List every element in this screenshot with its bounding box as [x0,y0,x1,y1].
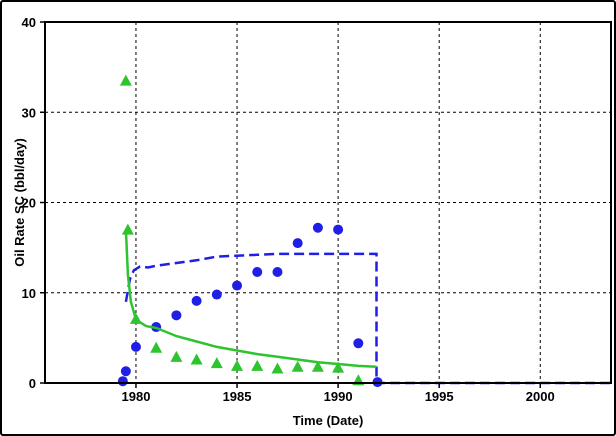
y-tick-label: 0 [29,376,36,391]
green-triangle-point [210,357,223,369]
green-triangle-point [291,360,304,372]
blue-circle-point [312,222,323,233]
x-tick-label: 2000 [526,389,555,404]
blue-circle-point [272,266,283,277]
green-triangle-point [231,359,244,371]
blue-circle-point [117,376,128,387]
green-triangle-point [332,361,345,373]
x-tick-label: 1995 [425,389,454,404]
blue-circle-point [353,338,364,349]
grid-lines [45,22,611,383]
x-tick-label: 1985 [223,389,252,404]
green-triangle-point [190,353,203,365]
x-tick-label: 1980 [122,389,151,404]
green-triangle-point [251,359,264,371]
y-tick-label: 40 [22,15,36,30]
green-triangle-point [271,362,284,374]
blue-circle-point [130,341,141,352]
green-solid-series-line [124,229,377,369]
green-triangle-point [150,341,163,353]
blue-circle-point [120,366,131,377]
y-tick-label: 30 [22,105,36,120]
blue-circle-point [191,295,202,306]
green-triangle-point [129,312,142,324]
axis-ticks: 1980 1985 1990 1995 2000 0 10 20 30 40 [22,15,555,404]
blue-circle-point [252,266,263,277]
green-triangle-point [170,350,183,362]
series-layer [117,74,611,388]
y-tick-label: 10 [22,286,36,301]
x-axis-title: Time (Date) [293,413,364,428]
blue-circle-point [211,289,222,300]
blue-circle-point [232,280,243,291]
x-tick-label: 1990 [324,389,353,404]
blue-circle-point [333,224,344,235]
green-triangle-point [119,74,132,86]
blue-circle-point [171,310,182,321]
green-triangle-point [311,360,324,372]
y-axis-title: Oil Rate SC (bbl/day) [12,138,27,267]
blue-circle-point [292,238,303,249]
blue-dashed-series-line [124,252,611,385]
y-tick-label: 20 [22,196,36,211]
green-triangle-point [121,223,134,235]
